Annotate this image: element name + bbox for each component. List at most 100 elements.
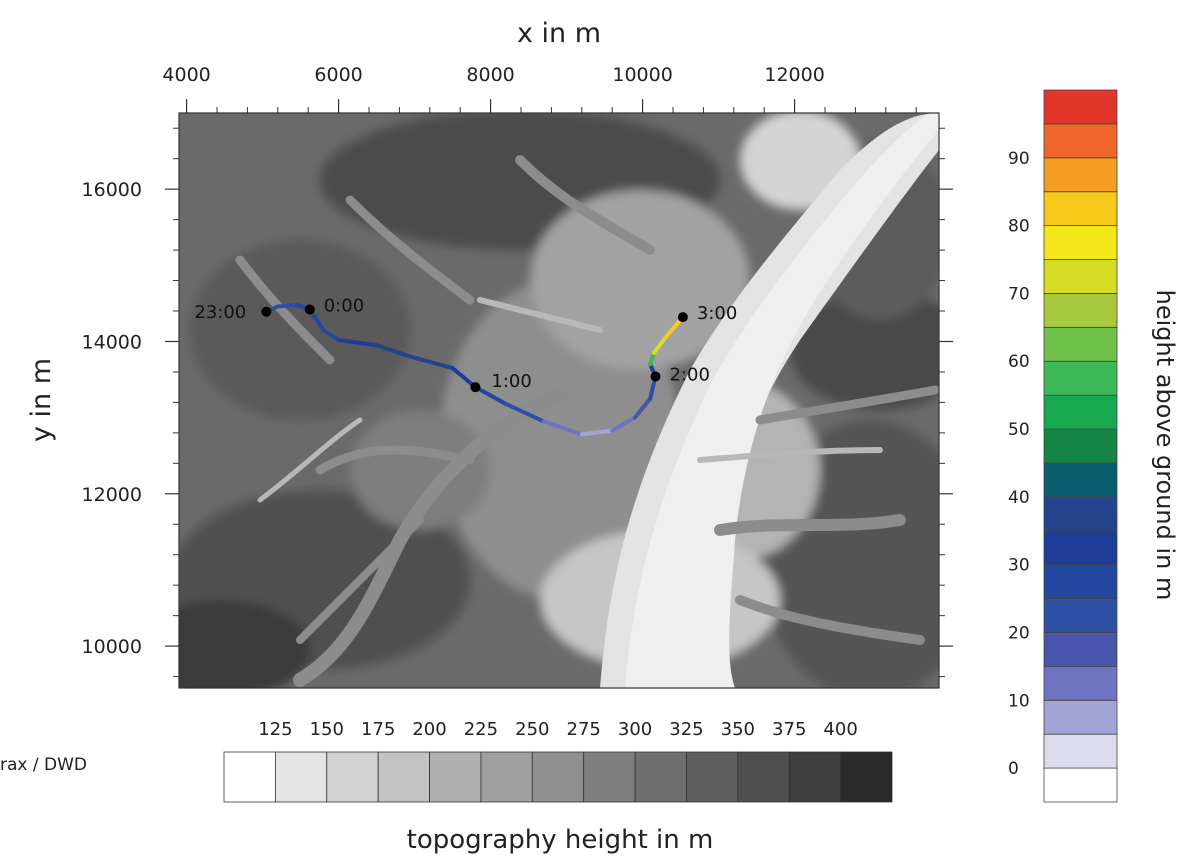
- trajectory-segment: [275, 302, 299, 309]
- topography-legend-box: [583, 751, 636, 803]
- trajectory-segment: [633, 396, 653, 420]
- colorbar-segment: [1043, 326, 1118, 362]
- x-tick-label: 8000: [466, 64, 514, 86]
- topography-legend-label: 225: [464, 719, 498, 740]
- colorbar-title: height above ground in m: [1151, 290, 1179, 601]
- colorbar-tick-label: 50: [1008, 420, 1030, 440]
- topography-legend-label: 300: [618, 719, 652, 740]
- topography-legend-label: 200: [412, 719, 446, 740]
- trajectory-segment: [374, 343, 413, 359]
- x-tick-label: 6000: [314, 64, 362, 86]
- topography-legend-label: 175: [361, 719, 395, 740]
- time-marker-dot: [650, 371, 661, 382]
- colorbar-tick-label: 40: [1008, 488, 1030, 508]
- time-marker-label: 1:00: [491, 371, 531, 392]
- colorbar-segment: [1043, 259, 1118, 294]
- y-tick-label: 14000: [82, 331, 142, 353]
- trajectory-segment: [336, 337, 379, 348]
- height-colorbar: 0 10 20 30 40 50 60 70 80 90: [1008, 89, 1118, 803]
- colorbar-segment: [1043, 123, 1118, 159]
- time-marker-label: 2:00: [670, 365, 710, 386]
- colorbar-segment: [1043, 89, 1118, 125]
- topography-legend: 125 150 175 200 225 250 275 300 325 350 375 400: [223, 719, 893, 803]
- colorbar-segment: [1043, 462, 1118, 498]
- topography-legend-label: 325: [669, 719, 703, 740]
- y-tick-label: 12000: [82, 484, 142, 506]
- colorbar-tick-label: 60: [1008, 352, 1030, 372]
- time-marker-label: 0:00: [324, 295, 364, 316]
- colorbar-segment: [1043, 564, 1118, 599]
- topography-legend-label: 250: [515, 719, 549, 740]
- colorbar-tick-label: 30: [1008, 556, 1030, 576]
- colorbar-segment: [1043, 496, 1118, 532]
- x-tick-label: 10000: [612, 64, 672, 86]
- trajectory-segment: [610, 415, 637, 433]
- y-tick-label: 16000: [82, 179, 142, 201]
- colorbar-segment: [1043, 598, 1118, 633]
- y-tick-label: 10000: [82, 636, 142, 658]
- time-marker-dot: [677, 312, 688, 323]
- colorbar-tick-label: 90: [1008, 149, 1030, 169]
- time-marker-dot: [304, 304, 315, 315]
- colorbar-segment: [1043, 665, 1118, 701]
- time-marker-dot: [470, 382, 481, 393]
- x-axis-title: x in m: [517, 18, 601, 49]
- topography-legend-label: 350: [721, 719, 755, 740]
- topography-legend-box: [274, 751, 328, 803]
- trajectory-segment: [652, 335, 668, 355]
- side-valleys-light: [257, 297, 883, 503]
- colorbar-tick-label: 70: [1008, 284, 1030, 304]
- topography-map: [179, 113, 939, 688]
- topography-legend-box: [840, 751, 893, 803]
- topography-legend-box: [788, 751, 842, 803]
- topography-legend-label: 150: [310, 719, 344, 740]
- colorbar-segment: [1043, 767, 1118, 803]
- colorbar-segment: [1043, 157, 1118, 193]
- colorbar-segment: [1043, 360, 1118, 396]
- valley-core: [625, 113, 939, 688]
- side-valleys: [235, 155, 939, 687]
- trajectory-segment: [473, 385, 508, 406]
- x-tick-label: 12000: [764, 64, 824, 86]
- trajectory-segment: [503, 401, 546, 424]
- topography-legend-box: [326, 751, 379, 803]
- colorbar-tick-label: 10: [1008, 691, 1030, 711]
- y-axis-title: y in m: [26, 358, 57, 442]
- topography-legend-label: 375: [772, 719, 806, 740]
- topography-legend-box: [686, 751, 739, 803]
- colorbar-tick-label: 20: [1008, 623, 1030, 643]
- colorbar-segment: [1043, 428, 1118, 464]
- colorbar-segment: [1043, 733, 1118, 769]
- topography-legend-label: 400: [823, 719, 857, 740]
- topography-legend-box: [737, 751, 790, 803]
- colorbar-tick-label: 0: [1008, 759, 1019, 779]
- topography-legend-label: 125: [258, 719, 292, 740]
- topography-legend-box: [429, 751, 482, 803]
- topography-legend-box: [480, 751, 533, 803]
- time-markers: 23:00 0:00 1:00 2:00 3:00: [194, 295, 737, 393]
- topography-legend-box: [531, 751, 585, 803]
- axes: 4000 6000 8000 10000 12000 10000 12000 14000 160…: [82, 64, 953, 678]
- topography-legend-box: [377, 751, 430, 803]
- time-marker-dot: [261, 306, 272, 317]
- trajectory-segment: [648, 350, 656, 367]
- image-credit: rax / DWD: [0, 755, 87, 775]
- colorbar-segment: [1043, 632, 1118, 667]
- topography-legend-box: [634, 751, 687, 803]
- colorbar-segment: [1043, 530, 1118, 566]
- time-marker-label: 23:00: [194, 302, 246, 323]
- trajectory-segment: [408, 354, 455, 371]
- colorbar-segment: [1043, 293, 1118, 328]
- trajectory-segment: [321, 328, 341, 342]
- topography-legend-label: 275: [567, 719, 601, 740]
- colorbar-tick-label: 80: [1008, 217, 1030, 237]
- colorbar-segment: [1043, 394, 1118, 430]
- trajectory-segment: [579, 428, 615, 437]
- trajectory-segment: [541, 419, 584, 437]
- colorbar-segment: [1043, 699, 1118, 735]
- colorbar-segment: [1043, 191, 1118, 227]
- x-tick-label: 4000: [162, 64, 210, 86]
- colorbar-segment: [1043, 225, 1118, 260]
- plot-frame: [178, 112, 940, 689]
